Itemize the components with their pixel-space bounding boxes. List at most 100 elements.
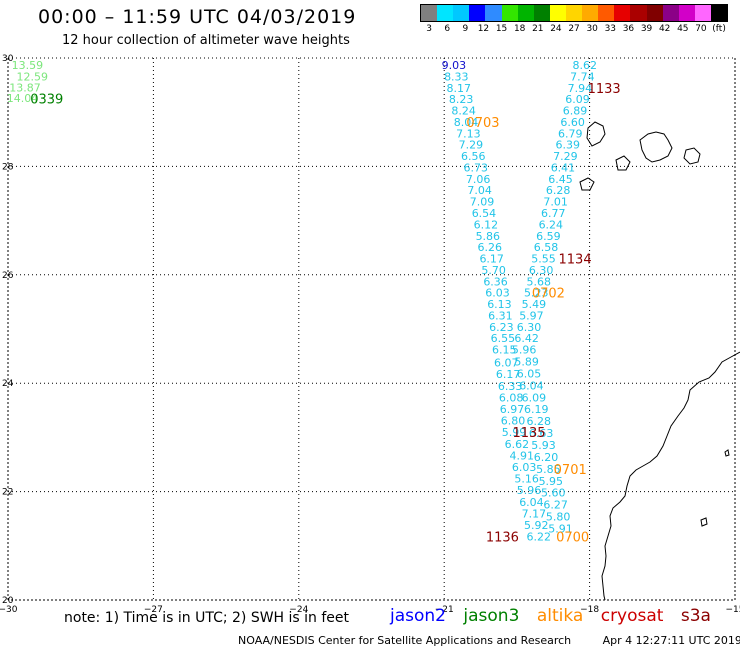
swh-value: 6.54	[472, 207, 497, 220]
swh-value: 5.89	[514, 356, 539, 369]
y-tick-label: 28	[2, 162, 14, 172]
swh-value: 6.24	[539, 218, 564, 231]
swh-value: 9.03	[442, 59, 467, 72]
swh-value: 12.59	[16, 70, 48, 83]
colorbar-label: 24	[550, 24, 562, 34]
colorbar-swatch	[485, 5, 502, 21]
mission-altika: altika	[536, 606, 584, 626]
swh-value: 7.74	[570, 70, 595, 83]
swh-value: 5.16	[514, 473, 539, 486]
pass-time-labels: 0339 0703 1133 1134 0702 1135 0701 1136 0700	[30, 82, 620, 546]
africa-coastline	[601, 351, 740, 601]
swh-value: 5.68	[526, 275, 551, 288]
swh-value: 6.30	[517, 321, 542, 334]
colorbar-label: 70	[695, 24, 707, 34]
swh-value: 5.96	[512, 344, 537, 357]
x-tick-label: −15	[726, 605, 740, 615]
swh-value: 6.42	[514, 332, 539, 345]
pass-time: 0339	[30, 93, 63, 108]
map-grid	[7, 57, 736, 601]
map-subtitle: 12 hour collection of altimeter wave hei…	[62, 33, 350, 48]
colorbar-swatch	[582, 5, 599, 21]
colorbar-label: 42	[658, 24, 671, 34]
y-tick-label: 24	[2, 379, 14, 389]
colorbar-label: 18	[513, 24, 526, 34]
swh-value: 6.30	[529, 264, 554, 277]
swh-value: 5.60	[541, 487, 566, 500]
swh-value: 6.45	[548, 173, 573, 186]
colorbar-label: (ft)	[712, 24, 726, 34]
swh-value: 7.06	[466, 173, 491, 186]
colorbar-swatch	[662, 5, 679, 21]
swh-value: 5.55	[531, 253, 556, 266]
swh-value: 7.01	[543, 196, 568, 209]
colorbar-swatch	[517, 5, 534, 21]
swh-value: 13.87	[9, 81, 41, 94]
pass-time: 0701	[554, 463, 587, 478]
colorbar-swatch	[565, 5, 583, 21]
swh-value: 6.13	[487, 298, 512, 311]
colorbar-label: 33	[604, 24, 617, 34]
map-title: 00:00 – 11:59 UTC 04/03/2019	[38, 6, 357, 28]
mission-jason3: jason3	[463, 606, 520, 626]
colorbar-swatch	[469, 5, 486, 21]
swh-value: 5.91	[548, 522, 573, 535]
colorbar-label: 9	[462, 24, 469, 34]
colorbar-label: 45	[677, 24, 689, 34]
y-tick-label: 26	[2, 271, 14, 281]
swh-value: 13.59	[12, 59, 44, 72]
swh-value: 5.99	[502, 426, 527, 439]
swh-value: 6.27	[543, 499, 568, 512]
x-tick-label: −27	[144, 605, 163, 615]
swh-value: 5.96	[517, 484, 542, 497]
swh-value: 6.55	[491, 332, 516, 345]
pass-time: 0702	[532, 287, 565, 302]
swh-value: 6.04	[519, 379, 544, 392]
colorbar-swatch	[710, 5, 728, 21]
swh-value: 5.95	[539, 475, 564, 488]
swh-value: 6.04	[519, 496, 544, 509]
swh-value: 7.13	[456, 127, 481, 140]
la-gomera-island	[615, 155, 631, 171]
swh-value: 6.77	[541, 207, 566, 220]
swh-value: 6.59	[536, 230, 561, 243]
footer-credit: NOAA/NESDIS Center for Satellite Applica…	[238, 634, 572, 647]
swh-value: 8.24	[451, 105, 476, 118]
pass-time: 1134	[559, 253, 592, 268]
x-tick-label: −24	[289, 605, 308, 615]
y-tick-label: 30	[2, 54, 14, 64]
colorbar-swatches	[420, 4, 728, 22]
map-frame	[7, 57, 736, 601]
swh-value: 6.23	[489, 321, 514, 334]
swh-value: 6.20	[534, 451, 559, 464]
swh-value: 6.19	[524, 403, 549, 416]
swh-value: 7.94	[568, 82, 593, 95]
pass-time: 0700	[556, 531, 589, 546]
swh-value: 6.12	[474, 218, 499, 231]
swh-value: 5.86	[476, 230, 501, 243]
swh-value: 5.93	[531, 439, 556, 452]
swh-value: 5.92	[524, 519, 549, 532]
colorbar-swatch	[533, 5, 550, 21]
swh-value: 7.29	[553, 150, 578, 163]
mission-legend: jason2 jason3 altika cryosat s3a	[390, 606, 723, 626]
colorbar-swatch	[501, 5, 518, 21]
swh-value: 14.04	[7, 92, 39, 105]
swh-value: 6.05	[517, 367, 542, 380]
colorbar-swatch	[630, 5, 647, 21]
swh-value: 8.33	[444, 70, 469, 83]
swh-value: 7.17	[522, 507, 547, 520]
colorbar-swatch	[421, 5, 438, 21]
gran-canaria-island	[683, 147, 701, 165]
lanzarote-island	[586, 121, 606, 147]
swh-value: 6.79	[558, 127, 583, 140]
colorbar-label: 6	[444, 24, 451, 34]
swh-value: 6.33	[498, 380, 523, 393]
swh-value: 6.07	[494, 357, 519, 370]
swh-value: 7.29	[459, 139, 484, 152]
swh-value: 6.17	[496, 368, 521, 381]
colorbar-swatch	[437, 5, 454, 21]
swh-value: 8.62	[573, 59, 598, 72]
swh-value: 6.39	[556, 139, 581, 152]
swh-value: 5.70	[481, 264, 506, 277]
